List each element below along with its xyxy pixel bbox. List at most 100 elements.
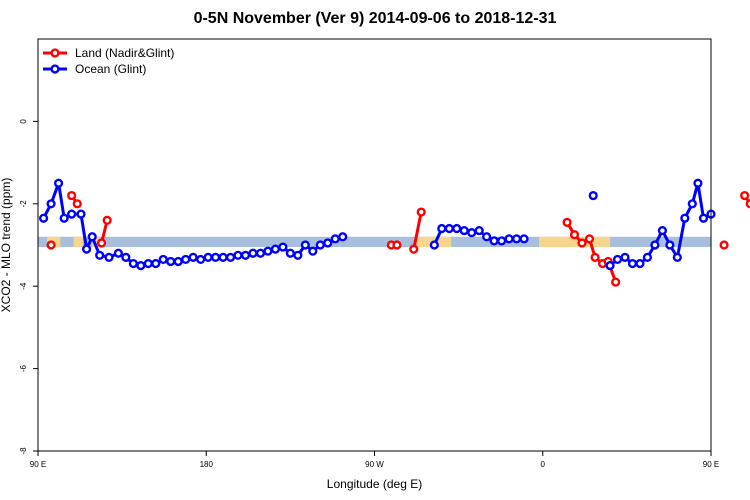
reference-band <box>38 236 711 248</box>
ocean-data-point <box>672 252 682 262</box>
ocean-data-point <box>698 213 709 223</box>
ocean-data-point <box>511 234 522 244</box>
ocean-data-point <box>151 258 161 269</box>
ocean-data-point <box>218 252 228 262</box>
y-tick-label: -8 <box>19 447 28 455</box>
x-tick-label: 90 E <box>30 460 46 469</box>
ocean-data-point <box>263 246 273 256</box>
land-data-point <box>72 199 82 209</box>
x-tick-label: 90 W <box>365 460 384 469</box>
y-tick-label: -4 <box>19 282 28 290</box>
ocean-data-point <box>588 190 598 201</box>
ocean-data-point <box>225 252 236 262</box>
ocean-data-point <box>82 244 92 254</box>
ocean-data-point <box>248 248 258 258</box>
ocean-data-point <box>87 232 97 242</box>
ocean-data-point <box>693 178 703 188</box>
ocean-data-point <box>136 261 146 271</box>
ocean-data-point <box>665 240 675 250</box>
ocean-data-point <box>143 258 153 269</box>
ocean-data-point <box>95 250 105 260</box>
ocean-data-point <box>166 256 176 267</box>
ocean-data-point <box>308 246 318 256</box>
land-data-point <box>46 240 56 250</box>
ocean-data-point <box>687 199 697 209</box>
y-axis: -8 -6 -4 -2 0 <box>19 119 38 455</box>
ocean-data-point <box>497 236 507 246</box>
ocean-data-point <box>196 254 206 265</box>
legend-marker-land <box>50 48 60 58</box>
ocean-data-point <box>158 254 168 265</box>
ocean-data-point <box>233 250 243 260</box>
ocean-data-point <box>67 209 77 219</box>
ocean-data-point <box>39 213 49 223</box>
land-data-point <box>96 238 107 248</box>
ocean-data-point <box>240 250 251 260</box>
x-tick-label: 90 E <box>703 460 719 469</box>
land-data-point <box>392 240 402 250</box>
ocean-data-point <box>323 238 333 248</box>
ocean-data-point <box>46 199 56 209</box>
land-series-line <box>412 211 423 250</box>
band-highlight <box>539 236 611 248</box>
ocean-data-point <box>459 225 469 236</box>
ocean-data-point <box>519 234 529 244</box>
land-data-point <box>584 234 595 244</box>
ocean-data-point <box>188 252 198 262</box>
ocean-data-point <box>338 232 348 242</box>
y-tick-label: -6 <box>19 364 28 372</box>
legend-label-ocean: Ocean (Glint) <box>75 62 146 76</box>
ocean-data-point <box>330 234 340 244</box>
x-tick-label: 180 <box>200 460 214 469</box>
land-data-point <box>67 190 77 201</box>
y-axis-label: XCO2 - MLO trend (ppm) <box>0 178 13 313</box>
ocean-data-point <box>504 234 514 244</box>
ocean-data-point <box>437 223 447 234</box>
x-axis-label: Longitude (deg E) <box>327 477 422 491</box>
ocean-data-point <box>489 236 499 246</box>
chart-title: 0-5N November (Ver 9) 2014-09-06 to 2018… <box>193 10 557 27</box>
land-data-point <box>416 207 426 217</box>
band-highlight <box>73 236 83 248</box>
land-data-point <box>409 244 419 254</box>
band-highlight <box>92 236 100 248</box>
ocean-data-point <box>620 252 630 262</box>
ocean-data-point <box>53 178 64 188</box>
ocean-data-point <box>605 261 615 271</box>
ocean-data-point <box>315 240 325 250</box>
ocean-data-point <box>429 240 439 250</box>
ocean-data-point <box>657 225 667 236</box>
land-data-point <box>562 217 572 227</box>
land-data-point <box>577 238 587 248</box>
ocean-data-point <box>255 248 266 258</box>
y-tick-label: -2 <box>19 200 28 208</box>
land-data-point <box>611 277 621 287</box>
x-axis: 90 E 180 90 W 0 90 E <box>30 451 719 469</box>
ocean-data-point <box>293 250 303 260</box>
land-data-point <box>102 215 112 225</box>
land-data-point <box>719 240 729 250</box>
ocean-data-point <box>627 258 638 269</box>
ocean-data-point <box>210 252 221 262</box>
ocean-data-point <box>121 252 131 262</box>
legend-label-land: Land (Nadir&Glint) <box>75 46 174 60</box>
ocean-data-point <box>270 244 281 254</box>
ocean-data-point <box>452 223 462 234</box>
ocean-data-point <box>300 240 310 250</box>
ocean-data-point <box>444 223 454 234</box>
ocean-data-point <box>104 252 114 262</box>
ocean-data-point <box>76 209 86 219</box>
series-points <box>39 178 750 287</box>
ocean-data-point <box>482 232 492 242</box>
y-tick-label: 0 <box>19 119 28 124</box>
x-tick-label: 0 <box>541 460 546 469</box>
land-data-point <box>740 190 750 201</box>
ocean-data-point <box>612 254 623 265</box>
legend-marker-ocean <box>50 64 60 74</box>
ocean-data-point <box>467 228 477 238</box>
land-data-point <box>590 252 600 262</box>
ocean-data-point <box>181 254 191 265</box>
land-data-point <box>569 230 580 240</box>
band-segment <box>38 236 711 248</box>
